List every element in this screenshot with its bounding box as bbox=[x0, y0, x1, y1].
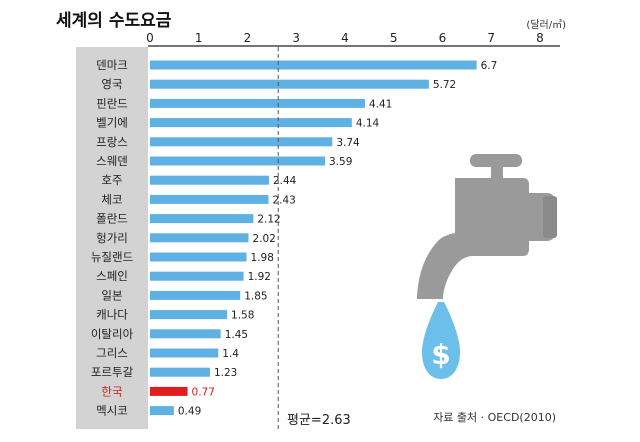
bar bbox=[150, 79, 429, 89]
bar bbox=[150, 60, 477, 70]
bar bbox=[150, 194, 269, 204]
value-label: 3.74 bbox=[336, 137, 360, 149]
category-label: 일본 bbox=[101, 288, 122, 302]
value-label: 2.44 bbox=[273, 175, 297, 187]
faucet-icon bbox=[417, 154, 557, 299]
bar bbox=[150, 406, 174, 416]
category-label: 캐나다 bbox=[96, 308, 128, 322]
bar bbox=[150, 233, 249, 243]
x-tick-label: 3 bbox=[292, 31, 300, 45]
bar bbox=[150, 214, 254, 224]
value-label: 0.49 bbox=[178, 406, 201, 418]
category-label: 벨기에 bbox=[96, 116, 128, 130]
x-tick-label: 5 bbox=[390, 31, 398, 45]
category-label: 프랑스 bbox=[96, 135, 128, 149]
bar bbox=[150, 367, 210, 377]
chart-title: 세계의 수도요금 bbox=[56, 11, 172, 31]
bar bbox=[150, 271, 244, 281]
bar bbox=[150, 118, 352, 128]
bar bbox=[150, 252, 247, 262]
value-label: 2.02 bbox=[252, 233, 275, 245]
value-label: 1.98 bbox=[251, 252, 274, 264]
x-tick-label: 4 bbox=[341, 31, 349, 45]
average-label: 평균=2.63 bbox=[287, 413, 351, 428]
category-label: 헝가리 bbox=[96, 231, 128, 245]
value-label: 4.14 bbox=[356, 118, 380, 130]
category-label: 영국 bbox=[101, 77, 122, 91]
value-label: 3.59 bbox=[329, 156, 352, 168]
x-axis-ticks: 0 1 2 3 4 5 6 7 8 bbox=[146, 31, 544, 45]
category-label: 포르투갈 bbox=[91, 365, 134, 379]
value-label: 1.58 bbox=[231, 310, 254, 322]
category-label: 덴마크 bbox=[96, 58, 128, 72]
value-label: 4.41 bbox=[369, 98, 392, 110]
category-label: 호주 bbox=[101, 173, 122, 187]
svg-text:$: $ bbox=[431, 338, 450, 371]
x-tick-label: 8 bbox=[536, 31, 544, 45]
category-label: 핀란드 bbox=[96, 96, 128, 110]
value-label: 1.23 bbox=[214, 367, 237, 379]
bar bbox=[150, 98, 365, 108]
value-label: 2.12 bbox=[257, 214, 280, 226]
bar bbox=[150, 156, 326, 166]
unit-label: (달러/㎥) bbox=[526, 18, 566, 31]
bar bbox=[150, 329, 221, 339]
category-label: 폴란드 bbox=[96, 212, 128, 226]
x-tick-label: 2 bbox=[244, 31, 252, 45]
value-label: 1.4 bbox=[222, 348, 239, 360]
category-label: 스웨덴 bbox=[96, 154, 128, 168]
category-label: 체코 bbox=[101, 192, 122, 206]
x-tick-label: 7 bbox=[487, 31, 495, 45]
value-label: 2.43 bbox=[272, 194, 295, 206]
value-label: 5.72 bbox=[433, 79, 456, 91]
x-tick-label: 6 bbox=[439, 31, 447, 45]
bar bbox=[150, 310, 228, 320]
category-label: 한국 bbox=[101, 384, 122, 398]
value-label: 1.92 bbox=[248, 271, 271, 283]
category-label-panel bbox=[76, 47, 148, 429]
bar bbox=[150, 348, 219, 358]
bar bbox=[150, 386, 188, 396]
value-label: 0.77 bbox=[192, 386, 215, 398]
bars-group: 덴마크 6.7 영국 5.72 핀란드 4.41 벨기에 4.14 프랑스 3.74 스웨덴 3.59… bbox=[91, 58, 497, 418]
bar bbox=[150, 290, 241, 300]
category-label: 멕시코 bbox=[96, 404, 128, 418]
source-label: 자료 출처 · OECD(2010) bbox=[433, 411, 556, 424]
x-tick-label: 0 bbox=[146, 31, 154, 45]
category-label: 이탈리아 bbox=[91, 327, 134, 341]
value-label: 1.45 bbox=[225, 329, 248, 341]
value-label: 1.85 bbox=[244, 290, 267, 302]
value-label: 6.7 bbox=[481, 60, 498, 72]
category-label: 그리스 bbox=[96, 346, 128, 360]
water-drop-dollar-icon: $ bbox=[422, 302, 460, 379]
category-label: 스페인 bbox=[96, 269, 128, 283]
category-label: 뉴질랜드 bbox=[91, 250, 133, 264]
bar bbox=[150, 137, 333, 147]
x-tick-label: 1 bbox=[195, 31, 203, 45]
bar bbox=[150, 175, 269, 185]
